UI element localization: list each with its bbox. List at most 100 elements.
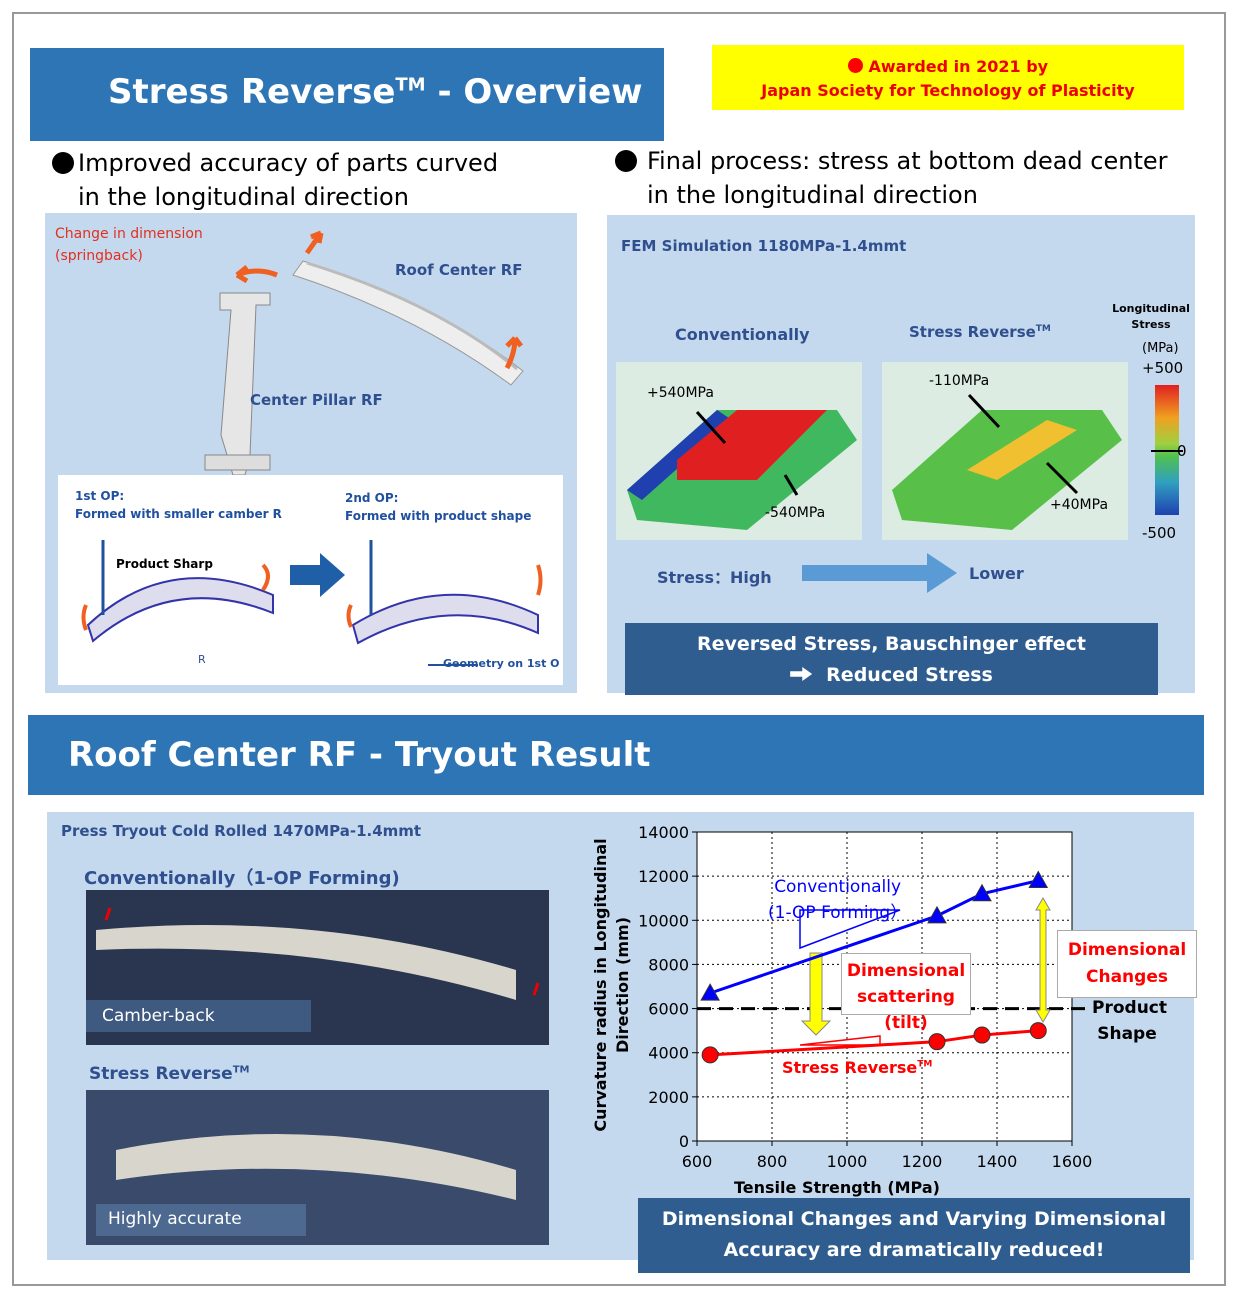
- geometry-label: Geometry on 1st O: [443, 657, 560, 670]
- op2: 2nd OP: Formed with product shape: [345, 489, 531, 525]
- roof-rail-rib: [306, 261, 518, 371]
- result-box: Reversed Stress, Bauschinger effect Reduc…: [625, 623, 1158, 695]
- header-sup: TM: [395, 74, 426, 96]
- award: Awarded in 2021 by Japan Society for Tech…: [712, 45, 1184, 110]
- award-dot: [847, 58, 863, 73]
- arrow: [261, 563, 543, 596]
- arrow: [235, 265, 278, 284]
- header-suffix: - Overview: [425, 72, 643, 112]
- part-op2: [351, 593, 539, 645]
- op2-desc: Formed with product shape: [345, 509, 532, 523]
- box-line2: Reduced Stress: [826, 664, 993, 686]
- bullet-dot: [615, 150, 637, 172]
- roof-label: Roof Center RF: [395, 261, 523, 279]
- op1-desc: Formed with smaller camber R: [75, 507, 282, 521]
- tryout-title: Press Tryout Cold Rolled 1470MPa-1.4mmt: [61, 822, 422, 840]
- arrow: [81, 604, 353, 631]
- left-panel: Change in dimension (springback) Roof Cen…: [45, 213, 577, 693]
- part-op1: [86, 577, 274, 643]
- colorbar-mid: 0: [1177, 442, 1187, 460]
- box-line1: Reversed Stress, Bauschinger effect: [697, 633, 1086, 655]
- stress-arrow: [802, 553, 957, 593]
- left-illustration: [204, 230, 524, 476]
- fem-title: FEM Simulation 1180MPa-1.4mmt: [621, 237, 907, 255]
- arrow: [504, 336, 523, 370]
- bullet-dot: [52, 152, 74, 174]
- award-line2: Japan Society for Technology of Plastici…: [761, 81, 1135, 100]
- op1: 1st OP: Formed with smaller camber R: [75, 487, 282, 523]
- x-axis-label: Tensile Strength (MPa): [734, 1178, 940, 1197]
- photo-conv-art: [96, 907, 540, 1000]
- product-sharp: Product Sharp: [116, 557, 213, 571]
- right-bullet-text: Final process: stress at bottom dead cen…: [647, 147, 1168, 209]
- conv-low: -540MPa: [765, 505, 826, 521]
- part-photo: [116, 1134, 516, 1200]
- camber-label: Camber-back: [86, 1000, 311, 1032]
- colorbar-title: Longitudinal Stress: [1112, 302, 1190, 331]
- sr-label: Stress ReverseTM: [909, 323, 1051, 341]
- colorbar-unit: (MPa): [1142, 341, 1179, 356]
- pillar-label: Center Pillar RF: [250, 391, 383, 409]
- colorbar-max: +500: [1142, 359, 1184, 377]
- sr-high: +40MPa: [1050, 497, 1109, 513]
- left-bullet-text: Improved accuracy of parts curved in the…: [78, 149, 499, 211]
- roof-rail: [292, 260, 524, 386]
- sr-low: -110MPa: [929, 373, 990, 389]
- pillar: [219, 292, 271, 476]
- radius-label: R: [198, 653, 206, 666]
- arrow: [783, 474, 799, 496]
- arrow: [1045, 461, 1079, 495]
- right-bullet: Final process: stress at bottom dead cen…: [615, 144, 1175, 212]
- left-bullet: Improved accuracy of parts curved in the…: [52, 146, 522, 214]
- conv-annotation: Conventionally (1-OP Forming）: [768, 874, 907, 926]
- sr-annotation-sup: TM: [917, 1059, 933, 1070]
- process-illustration: [81, 540, 543, 666]
- op1-title: 1st OP:: [75, 489, 125, 503]
- accurate-label: Highly accurate: [96, 1204, 306, 1236]
- frame: [12, 12, 1226, 1286]
- changes-annotation: Dimensional Changes: [1057, 930, 1197, 998]
- fem-sr-warm: [967, 420, 1077, 480]
- stress-high: Stress：High: [657, 568, 772, 587]
- sr-label-text: Stress Reverse: [909, 323, 1036, 341]
- box-arrow: [790, 667, 813, 681]
- y-axis-label: Curvature radius in Longitudinal Directi…: [591, 838, 632, 1132]
- scatter-annotation: Dimensional scattering (tilt): [841, 953, 971, 1033]
- fem-illustration: [616, 362, 1183, 593]
- conv-label: Conventionally: [675, 325, 810, 344]
- conv-name: Conventionally: [774, 877, 902, 897]
- process-arrow: [290, 553, 345, 597]
- part-photo: [96, 925, 516, 1000]
- photo-conv: Camber-back: [86, 890, 549, 1045]
- product-shape-label: Product Shape: [1092, 998, 1167, 1044]
- change-sub: (springback): [55, 248, 143, 264]
- arrow: [967, 393, 1001, 429]
- section-title: Roof Center RF - Tryout Result: [28, 715, 1204, 795]
- conv-high: +540MPa: [647, 385, 714, 401]
- tryout-sr-sup: TM: [232, 1064, 250, 1076]
- photo-sr-art: [116, 1134, 516, 1200]
- change-text: Change in dimension: [55, 226, 203, 242]
- fem-conv-edge: [627, 410, 732, 500]
- tryout-sr-text: Stress Reverse: [89, 1064, 233, 1084]
- arrow: [304, 230, 324, 255]
- process-box: 1st OP: Formed with smaller camber R 2nd …: [58, 475, 563, 685]
- sr-name: Stress Reverse: [782, 1058, 918, 1077]
- photo-sr: Highly accurate: [86, 1090, 549, 1245]
- pillar-base: [204, 454, 271, 471]
- tryout-sr: Stress ReverseTM: [89, 1064, 249, 1084]
- header-title: Stress Reverse: [108, 72, 396, 112]
- tryout-conv: Conventionally（1-OP Forming): [84, 868, 400, 889]
- stress-lower: Lower: [969, 564, 1024, 583]
- conclusion: Dimensional Changes and Varying Dimensio…: [638, 1198, 1190, 1273]
- change-label: Change in dimension (springback): [55, 223, 203, 267]
- colorbar-min: -500: [1142, 524, 1177, 542]
- fem-conv-hot: [677, 410, 827, 480]
- sr-sup: TM: [1035, 324, 1051, 334]
- arrow: [695, 410, 727, 445]
- conv-sub: (1-OP Forming）: [768, 903, 908, 923]
- sr-annotation: Stress ReverseTM: [782, 1058, 932, 1077]
- arrow: [104, 907, 540, 996]
- award-line1: Awarded in 2021 by: [868, 57, 1049, 76]
